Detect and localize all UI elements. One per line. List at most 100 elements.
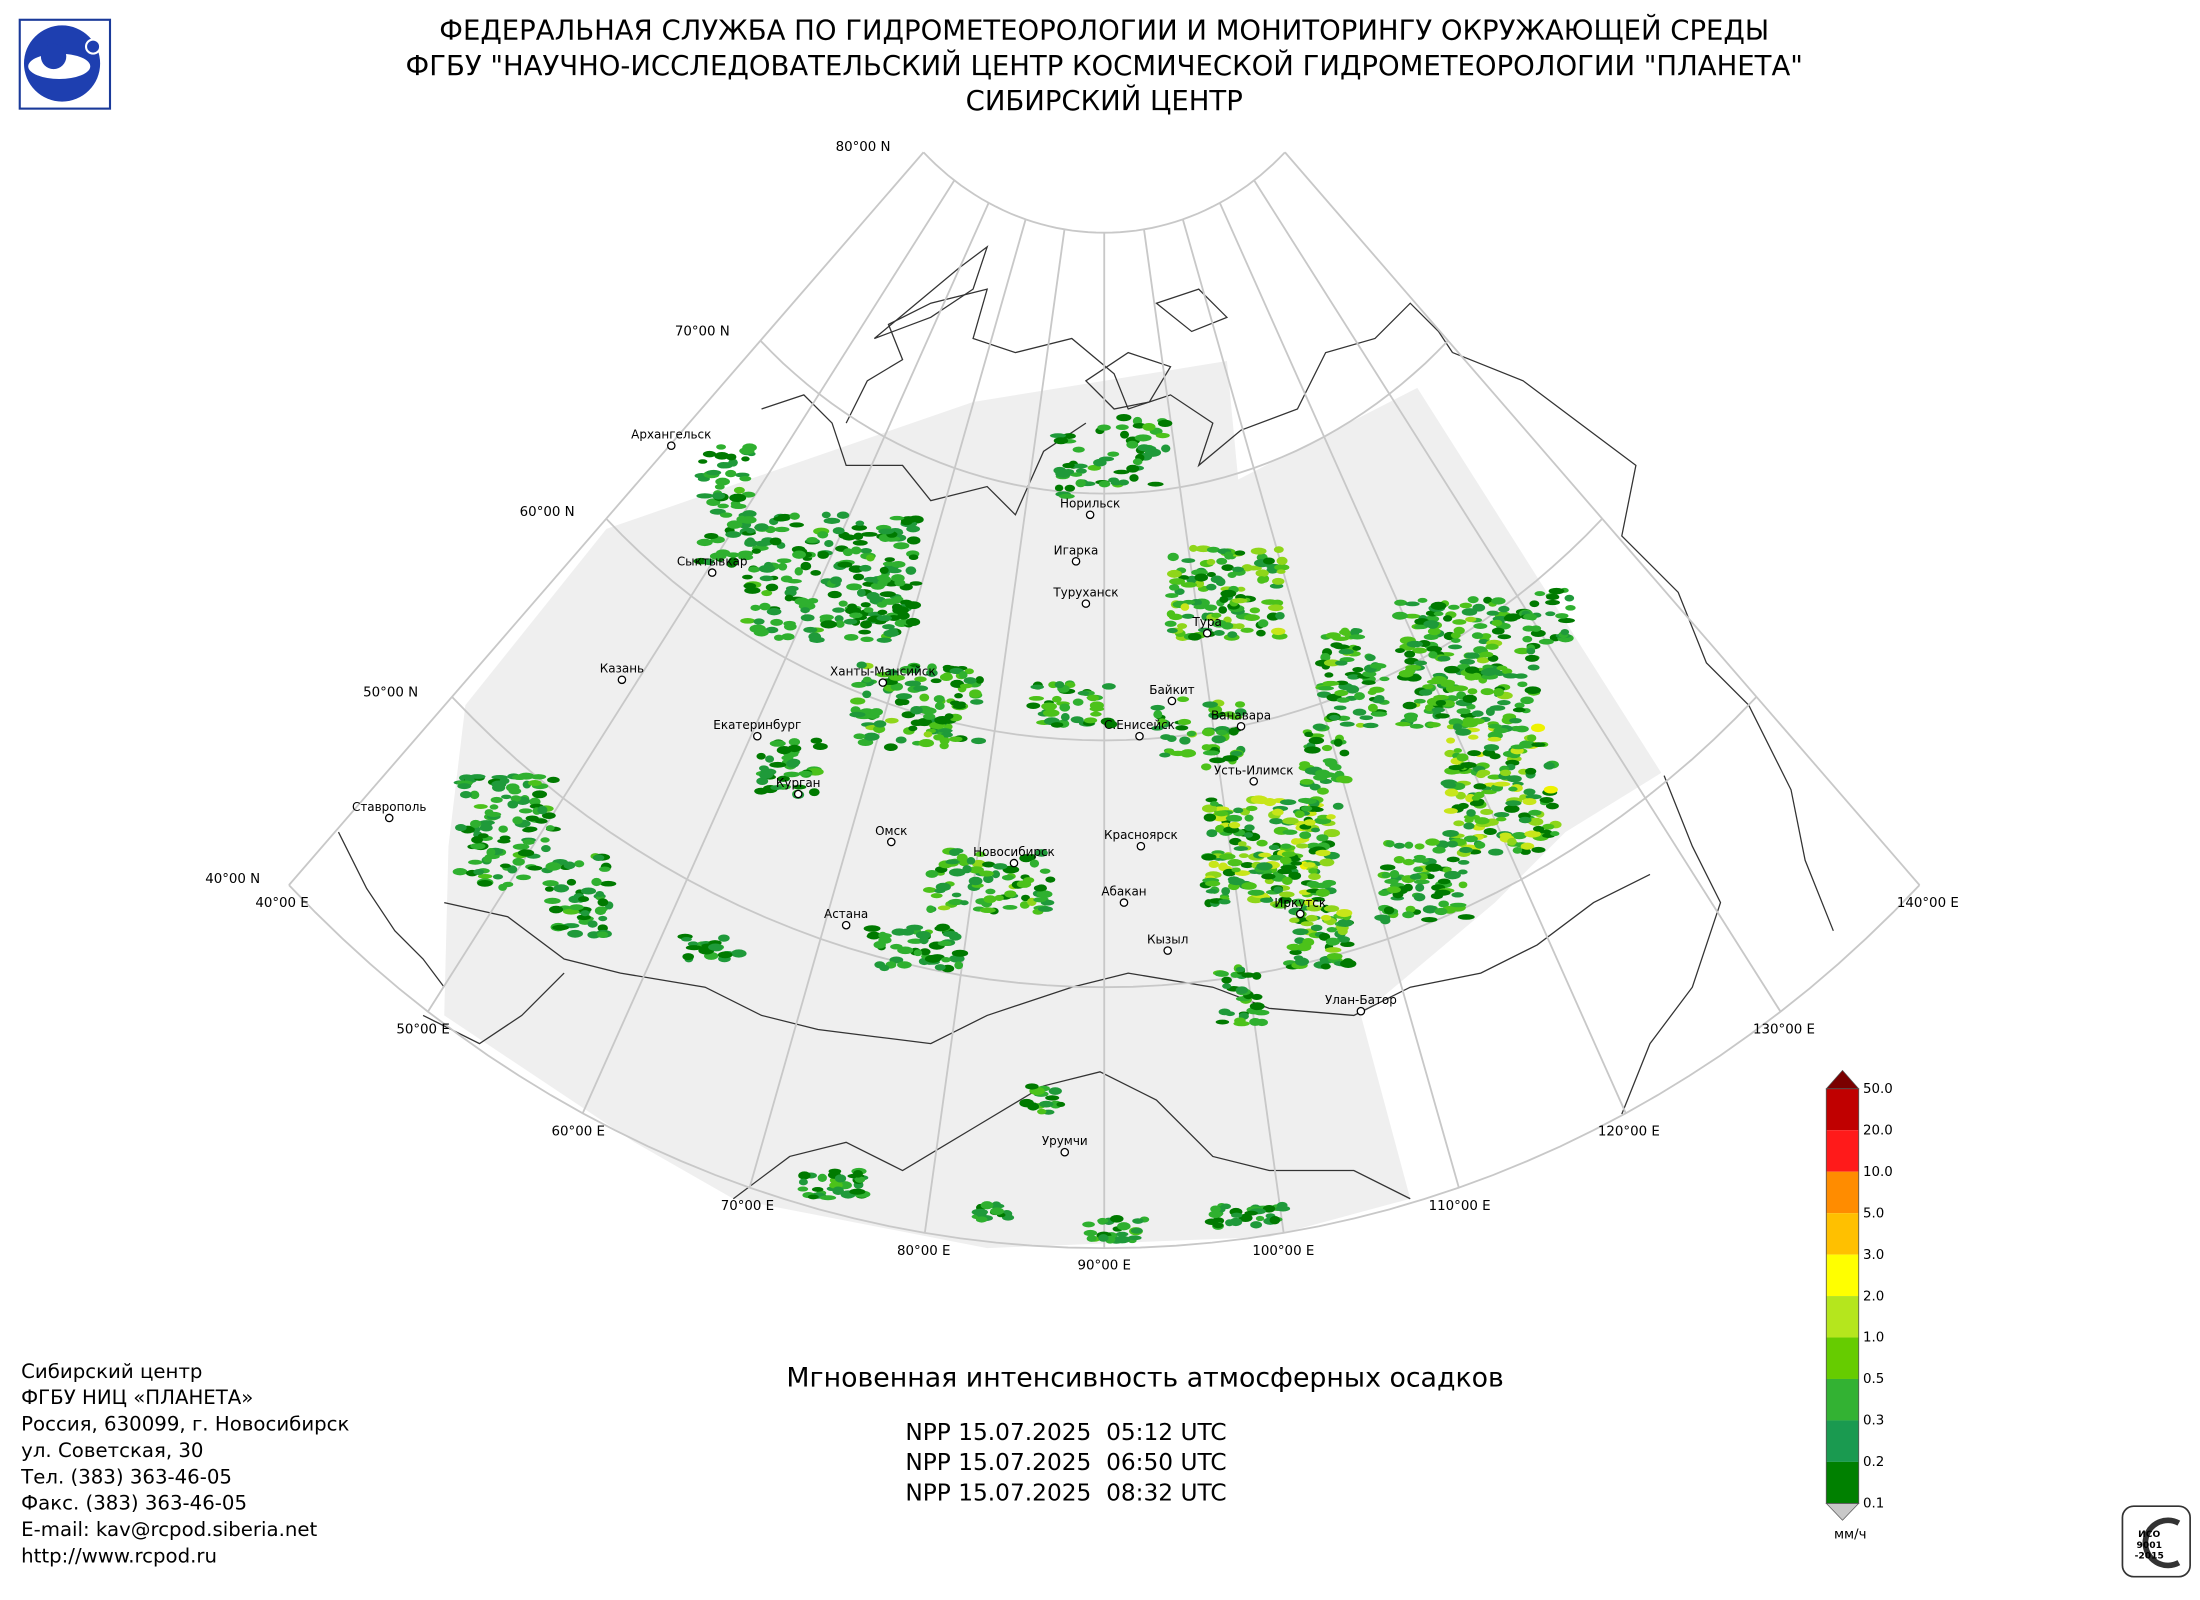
- precip-cell: [1378, 890, 1390, 896]
- precip-cell: [1241, 972, 1255, 978]
- precip-cell: [754, 787, 769, 795]
- precip-cell: [939, 673, 953, 682]
- precip-cell: [1026, 702, 1041, 709]
- precip-cell: [968, 866, 984, 874]
- precip-cell: [1052, 695, 1062, 703]
- precip-cell: [1524, 686, 1541, 695]
- precip-cell: [836, 511, 850, 519]
- precip-cell: [597, 898, 609, 907]
- precip-cell: [1186, 730, 1197, 737]
- precip-cell: [847, 603, 858, 610]
- precip-cell: [1132, 1218, 1144, 1224]
- precip-cell: [980, 1201, 994, 1210]
- precip-cell: [761, 589, 773, 597]
- precip-cell: [1201, 853, 1217, 861]
- precip-cell: [919, 936, 929, 945]
- precip-cell: [1280, 864, 1298, 871]
- precip-cell: [1437, 878, 1451, 885]
- precip-cell: [1243, 832, 1254, 838]
- precip-cell: [982, 861, 996, 868]
- city-label: Новосибирск: [973, 845, 1055, 859]
- precip-cell: [1253, 1009, 1270, 1016]
- precip-cell: [510, 795, 522, 802]
- city-marker: [886, 837, 896, 847]
- precip-cell: [1219, 596, 1229, 604]
- precip-cell: [1565, 605, 1576, 611]
- precip-cell: [975, 851, 986, 857]
- precip-cell: [1511, 831, 1527, 840]
- precip-cell: [993, 1203, 1005, 1209]
- precip-cell: [1460, 761, 1477, 769]
- precip-cell: [1025, 1083, 1039, 1090]
- precip-cell: [1166, 628, 1178, 634]
- precip-cell: [1443, 870, 1461, 880]
- precip-cell: [1082, 1221, 1095, 1228]
- precip-cell: [1525, 794, 1542, 800]
- precip-cell: [1216, 557, 1228, 565]
- precip-cell: [470, 819, 482, 828]
- precip-cell: [1203, 813, 1217, 822]
- precip-cell: [919, 693, 930, 702]
- precip-cell: [1062, 462, 1075, 469]
- satellite-pass: NPP 15.07.2025 06:50 UTC: [905, 1449, 1226, 1476]
- precip-cell: [1278, 564, 1288, 569]
- precip-cell: [851, 681, 867, 688]
- precip-cell: [512, 857, 525, 866]
- precip-cell: [777, 513, 793, 520]
- precip-cell: [863, 925, 881, 932]
- precip-cell: [1126, 440, 1139, 449]
- parallel: [759, 339, 1449, 495]
- precip-cell: [1221, 564, 1234, 572]
- precip-cell: [1518, 816, 1532, 824]
- precip-cell: [1499, 832, 1512, 839]
- precip-cell: [740, 618, 756, 624]
- precip-cell: [1215, 824, 1225, 833]
- precip-cell: [1409, 873, 1422, 880]
- precip-cell: [792, 550, 806, 559]
- city-marker: [666, 441, 676, 450]
- precip-cell: [1530, 723, 1546, 733]
- precip-cell: [1224, 551, 1234, 560]
- precip-cell: [769, 761, 787, 768]
- precip-cell: [530, 774, 547, 780]
- precip-cell: [580, 887, 597, 895]
- precip-cell: [1245, 565, 1262, 571]
- precip-cell: [1340, 941, 1355, 948]
- precip-cell: [1508, 786, 1518, 792]
- precip-cell: [930, 954, 945, 960]
- contact-line: E-mail: kav@rcpod.siberia.net: [21, 1518, 317, 1541]
- precip-cell: [1177, 696, 1189, 703]
- precip-cell: [1402, 858, 1415, 866]
- precip-cell: [1480, 688, 1494, 696]
- precip-cell: [951, 892, 962, 898]
- precip-cell: [1496, 816, 1507, 822]
- precip-cell: [1234, 623, 1245, 630]
- precip-cell: [457, 783, 472, 790]
- precip-cell: [1339, 749, 1350, 757]
- precip-cell: [789, 512, 800, 520]
- meridian-label: 110°00 E: [1429, 1199, 1491, 1214]
- city-marker: [1356, 1006, 1366, 1016]
- precip-cell: [1474, 817, 1490, 825]
- precip-cell: [1045, 876, 1056, 883]
- meridian-label: 80°00 E: [897, 1244, 950, 1259]
- precip-cell: [862, 676, 872, 683]
- precip-cell: [958, 671, 968, 679]
- precip-cell: [528, 780, 542, 786]
- precip-cell: [912, 719, 927, 726]
- precip-cell: [1374, 914, 1391, 921]
- precip-cell: [1321, 744, 1333, 752]
- precip-cell: [1175, 725, 1189, 731]
- precip-cell: [1169, 578, 1186, 585]
- precip-cell: [1295, 838, 1308, 844]
- coastline: [1621, 775, 1722, 1115]
- contact-line: Тел. (383) 363-46-05: [20, 1465, 232, 1488]
- precip-cell: [1528, 817, 1544, 826]
- precip-cell: [714, 452, 730, 460]
- precip-cell: [1465, 616, 1477, 623]
- legend-swatch: [1826, 1296, 1859, 1338]
- precip-cell: [705, 469, 722, 476]
- precip-cell: [1526, 647, 1536, 655]
- precip-cell: [1475, 772, 1486, 779]
- precip-cell: [1276, 556, 1288, 565]
